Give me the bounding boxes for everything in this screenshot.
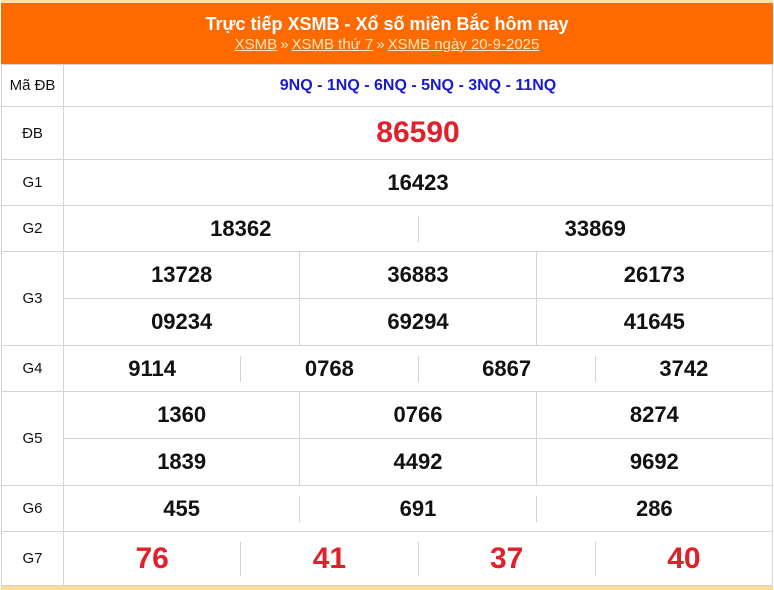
prize-number: 0768 xyxy=(240,355,417,382)
prize-number: 40 xyxy=(594,541,772,576)
prize-number: 4492 xyxy=(299,439,535,485)
prize-number: 3742 xyxy=(594,355,772,382)
prize-number: 41645 xyxy=(535,299,772,345)
special-prize: 86590 xyxy=(63,106,773,160)
row-label: Mã ĐB xyxy=(1,64,64,107)
prize-number: 16423 xyxy=(63,159,773,206)
prize-number: 76 xyxy=(135,541,169,575)
breadcrumb-xsmb[interactable]: XSMB xyxy=(234,36,278,53)
row-label: G5 xyxy=(1,391,64,486)
prize-number: 9114 xyxy=(128,355,176,381)
prize-number: 1360 xyxy=(157,402,207,427)
prize-number: 0766 xyxy=(299,392,535,438)
results-header: Trực tiếp XSMB - Xổ số miền Bắc hôm nay … xyxy=(1,0,773,64)
row-label: G2 xyxy=(1,205,64,252)
prize-number: 36883 xyxy=(299,252,535,298)
breadcrumb-separator: » xyxy=(280,36,289,53)
row-g6: G6 455 691 286 xyxy=(1,485,773,532)
page-title: Trực tiếp XSMB - Xổ số miền Bắc hôm nay xyxy=(205,14,569,34)
breadcrumb-separator: » xyxy=(376,36,385,53)
row-label: ĐB xyxy=(1,106,64,160)
special-codes: 9NQ - 1NQ - 6NQ - 5NQ - 3NQ - 11NQ xyxy=(63,64,773,107)
prize-number: 691 xyxy=(299,495,535,522)
row-label: G3 xyxy=(1,251,64,346)
prize-number: 455 xyxy=(163,495,201,521)
prize-number: 41 xyxy=(240,541,417,576)
breadcrumb-xsmb-date[interactable]: XSMB ngày 20-9-2025 xyxy=(387,36,540,53)
row-madb: Mã ĐB 9NQ - 1NQ - 6NQ - 5NQ - 3NQ - 11NQ xyxy=(1,64,773,107)
prize-number: 26173 xyxy=(535,252,772,298)
prize-number: 286 xyxy=(535,495,772,522)
row-g5: G5 1360 0766 8274 1839 4492 9692 xyxy=(1,391,773,486)
breadcrumb-xsmb-thu-7[interactable]: XSMB thứ 7 xyxy=(291,36,374,53)
row-db: ĐB 86590 xyxy=(1,106,773,160)
prize-number: 33869 xyxy=(417,215,773,242)
prize-number: 18362 xyxy=(210,215,272,241)
row-g7: G7 76 41 37 40 xyxy=(1,531,773,586)
prize-number: 13728 xyxy=(151,262,213,287)
row-g2: G2 18362 33869 xyxy=(1,205,773,252)
prize-number: 09234 xyxy=(151,309,213,334)
row-g3: G3 13728 36883 26173 09234 69294 41645 xyxy=(1,251,773,346)
prize-number: 6867 xyxy=(417,355,595,382)
prize-number: 69294 xyxy=(299,299,535,345)
bottom-border xyxy=(1,586,773,590)
row-label: G1 xyxy=(1,159,64,206)
prize-number: 8274 xyxy=(535,392,772,438)
prize-number: 9692 xyxy=(535,439,772,485)
prize-number: 37 xyxy=(417,541,595,576)
results-table: Mã ĐB 9NQ - 1NQ - 6NQ - 5NQ - 3NQ - 11NQ… xyxy=(1,64,773,586)
row-label: G7 xyxy=(1,531,64,586)
prize-number: 1839 xyxy=(157,449,207,474)
breadcrumb: XSMB» XSMB thứ 7» XSMB ngày 20-9-2025 xyxy=(1,35,773,55)
row-label: G6 xyxy=(1,485,64,532)
row-g4: G4 9114 0768 6867 3742 xyxy=(1,345,773,392)
row-label: G4 xyxy=(1,345,64,392)
row-g1: G1 16423 xyxy=(1,159,773,206)
